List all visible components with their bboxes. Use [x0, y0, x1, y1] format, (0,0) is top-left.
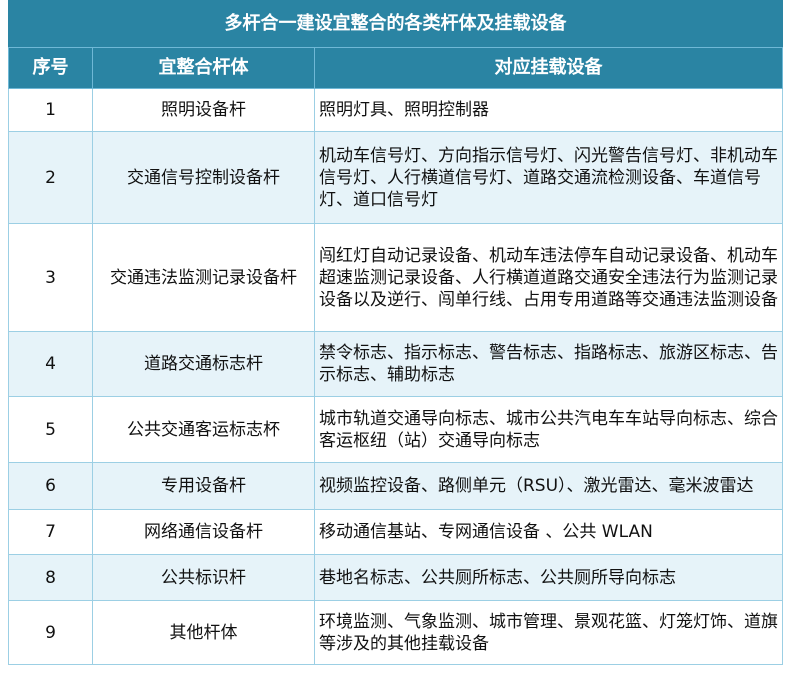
row-number: 5	[8, 396, 93, 463]
row-devices: 城市轨道交通导向标志、城市公共汽电车车站导向标志、综合客运枢纽（站）交通导向标志	[314, 396, 783, 463]
row-pole-type: 照明设备杆	[92, 88, 315, 132]
row-number: 9	[8, 600, 93, 665]
row-devices: 环境监测、气象监测、城市管理、景观花篮、灯笼灯饰、道旗等涉及的其他挂载设备	[314, 600, 783, 665]
table-row: 4 道路交通标志杆 禁令标志、指示标志、警告标志、指路标志、旅游区标志、告示标志、辅…	[8, 331, 783, 397]
row-number: 8	[8, 554, 93, 601]
pole-equipment-table: 多杆合一建设宜整合的各类杆体及挂载设备 序号 宜整合杆体 对应挂载设备 1 照明设…	[8, 0, 783, 665]
row-number: 3	[8, 223, 93, 332]
table-row: 6 专用设备杆 视频监控设备、路侧单元（RSU）、激光雷达、毫米波雷达	[8, 462, 783, 510]
table-row: 5 公共交通客运标志杯 城市轨道交通导向标志、城市公共汽电车车站导向标志、综合客运枢…	[8, 396, 783, 463]
row-number: 6	[8, 462, 93, 510]
header-no: 序号	[8, 47, 93, 89]
table-row: 1 照明设备杆 照明灯具、照明控制器	[8, 88, 783, 132]
row-number: 7	[8, 509, 93, 555]
table-title: 多杆合一建设宜整合的各类杆体及挂载设备	[8, 0, 783, 48]
table-row: 2 交通信号控制设备杆 机动车信号灯、方向指示信号灯、闪光警告信号灯、非机动车信号灯…	[8, 131, 783, 224]
row-number: 4	[8, 331, 93, 397]
header-devices: 对应挂载设备	[314, 47, 783, 89]
row-devices: 机动车信号灯、方向指示信号灯、闪光警告信号灯、非机动车信号灯、人行横道信号灯、道…	[314, 131, 783, 224]
table-row: 9 其他杆体 环境监测、气象监测、城市管理、景观花篮、灯笼灯饰、道旗等涉及的其他挂载…	[8, 600, 783, 665]
row-pole-type: 道路交通标志杆	[92, 331, 315, 397]
row-number: 1	[8, 88, 93, 132]
row-devices: 视频监控设备、路侧单元（RSU）、激光雷达、毫米波雷达	[314, 462, 783, 510]
table-row: 8 公共标识杆 巷地名标志、公共厕所标志、公共厕所导向标志	[8, 554, 783, 601]
header-pole: 宜整合杆体	[92, 47, 315, 89]
table-row: 7 网络通信设备杆 移动通信基站、专网通信设备 、公共 WLAN	[8, 509, 783, 555]
row-pole-type: 其他杆体	[92, 600, 315, 665]
row-devices: 照明灯具、照明控制器	[314, 88, 783, 132]
row-pole-type: 专用设备杆	[92, 462, 315, 510]
row-devices: 闯红灯自动记录设备、机动车违法停车自动记录设备、机动车超速监测记录设备、人行横道…	[314, 223, 783, 332]
row-number: 2	[8, 131, 93, 224]
row-pole-type: 公共交通客运标志杯	[92, 396, 315, 463]
row-pole-type: 网络通信设备杆	[92, 509, 315, 555]
row-devices: 禁令标志、指示标志、警告标志、指路标志、旅游区标志、告示标志、辅助标志	[314, 331, 783, 397]
table-row: 3 交通违法监测记录设备杆 闯红灯自动记录设备、机动车违法停车自动记录设备、机动车超…	[8, 223, 783, 332]
row-pole-type: 公共标识杆	[92, 554, 315, 601]
row-pole-type: 交通违法监测记录设备杆	[92, 223, 315, 332]
row-devices: 巷地名标志、公共厕所标志、公共厕所导向标志	[314, 554, 783, 601]
row-devices: 移动通信基站、专网通信设备 、公共 WLAN	[314, 509, 783, 555]
row-pole-type: 交通信号控制设备杆	[92, 131, 315, 224]
